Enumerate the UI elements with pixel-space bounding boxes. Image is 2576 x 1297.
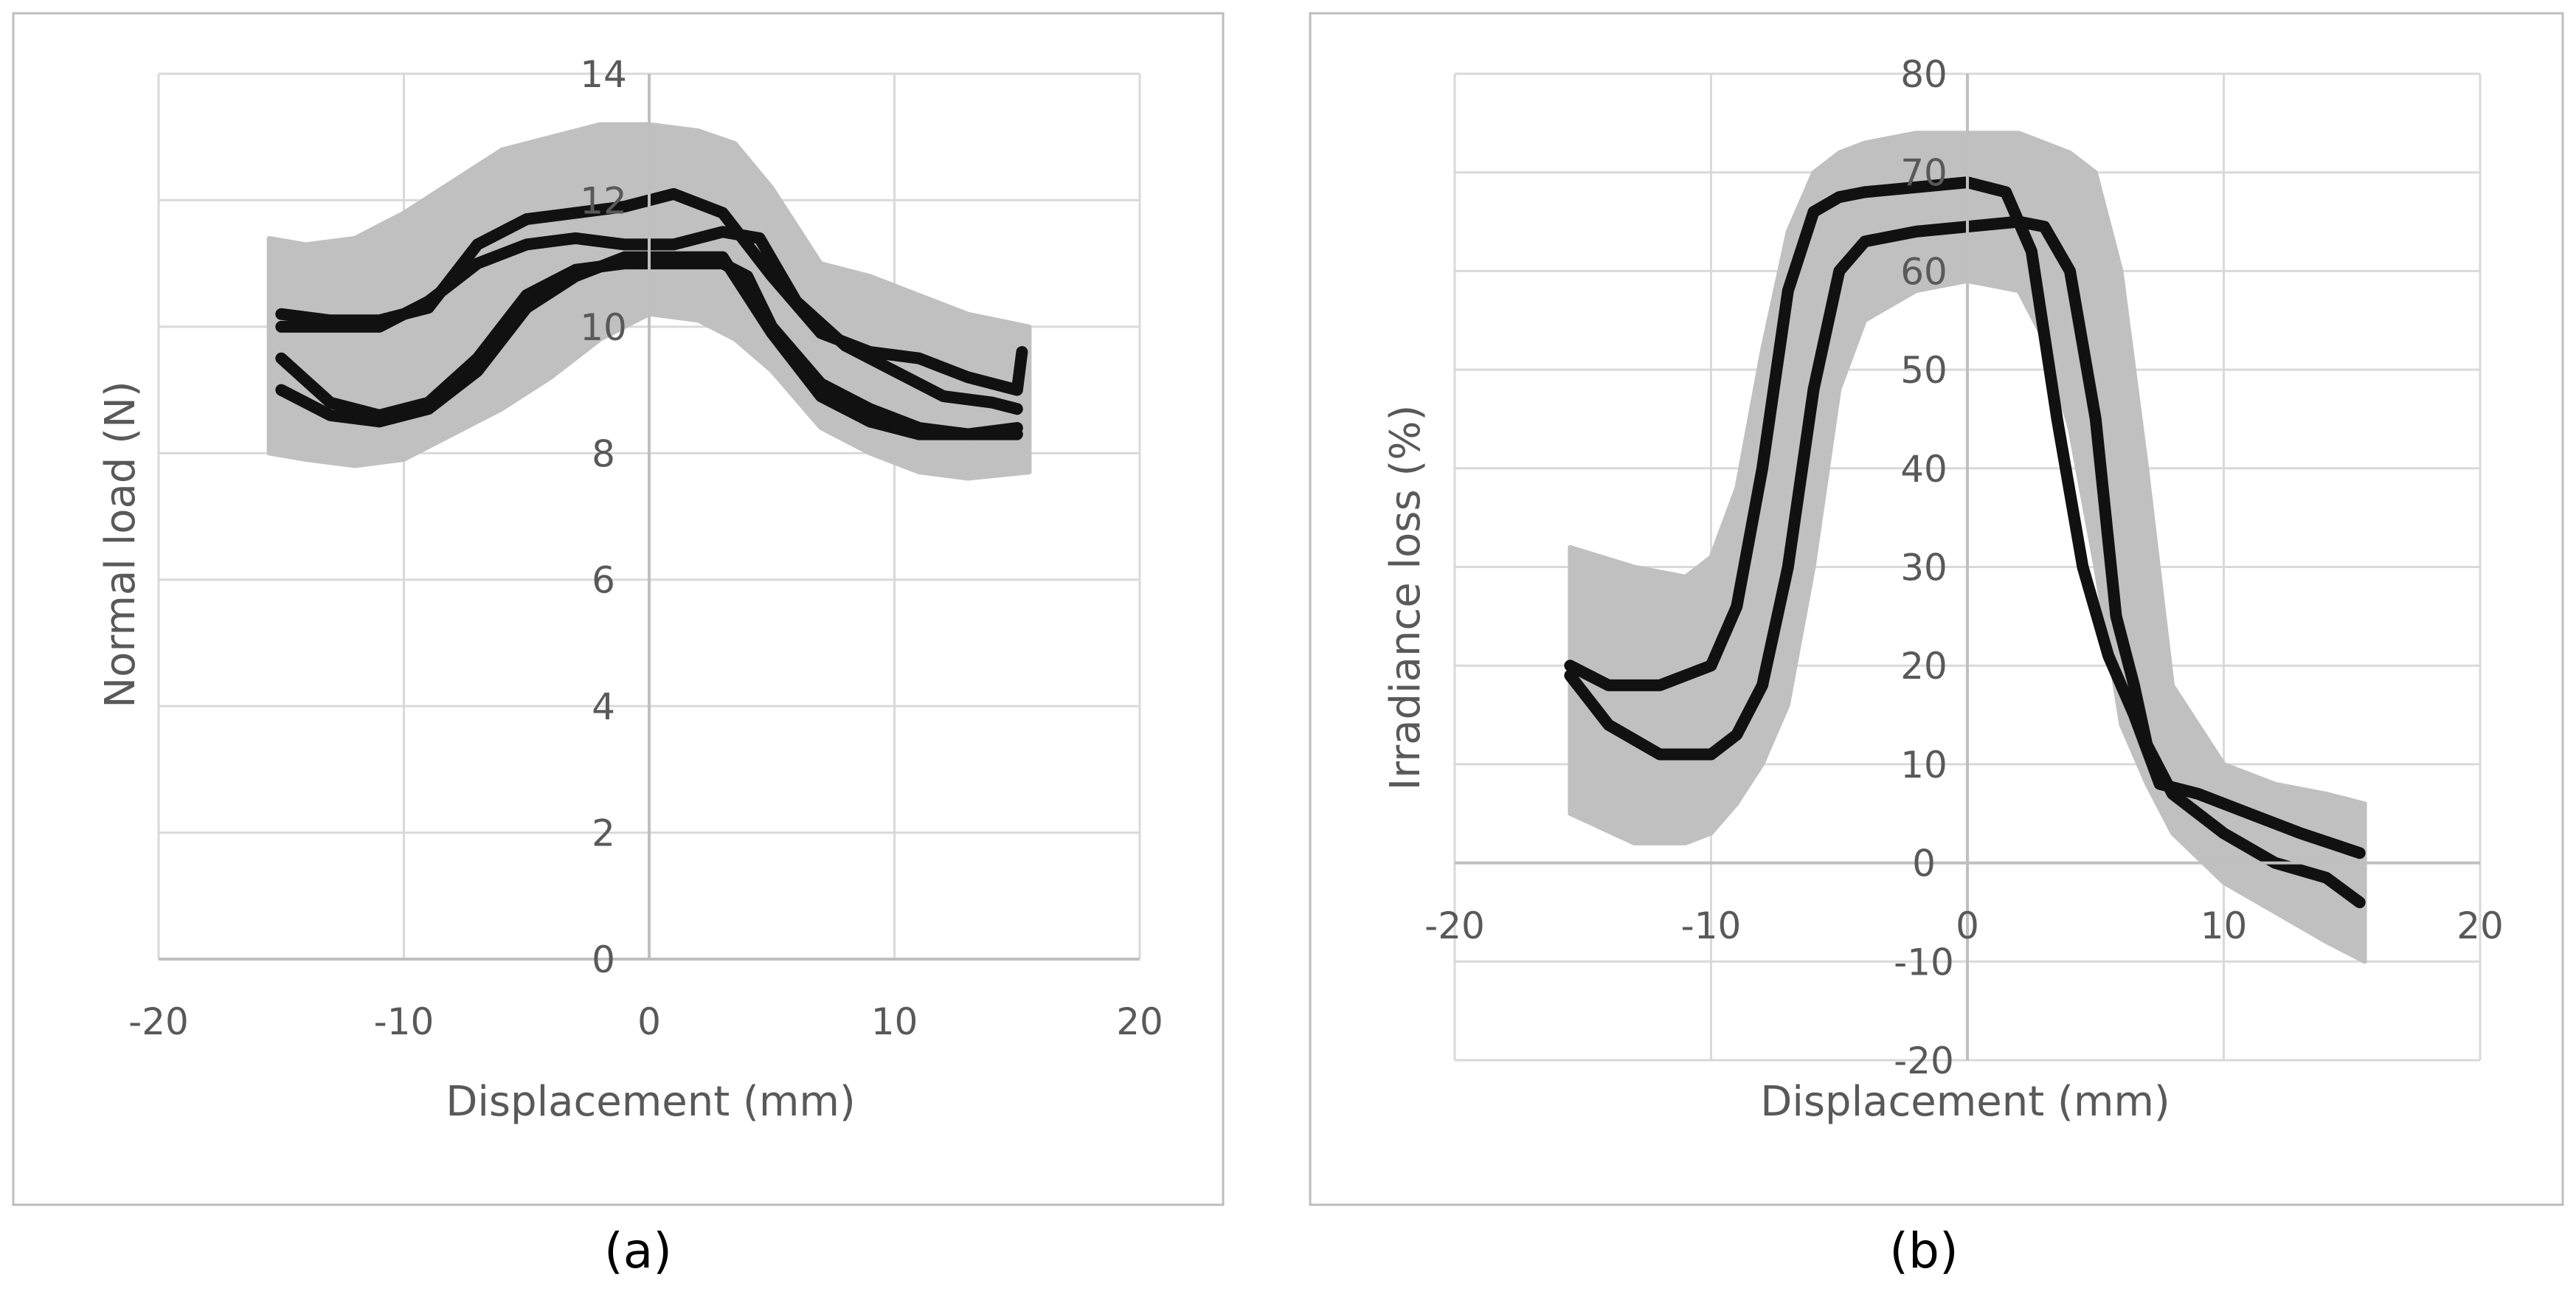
y-tick-label: 60 [1900, 250, 1947, 293]
y-axis-label-a: Normal load (N) [97, 381, 145, 708]
y-tick-label: 30 [1900, 547, 1947, 589]
y-tick-label: 6 [592, 559, 615, 602]
band-b [1568, 131, 2367, 964]
y-tick-label: -20 [1894, 1040, 1954, 1082]
x-tick-labels-b: -20 -10 0 10 20 [1424, 905, 2504, 947]
x-tick-label: -10 [374, 1000, 434, 1043]
x-tick-label: 20 [1116, 1000, 1163, 1043]
y-tick-label: 0 [1912, 843, 1936, 885]
y-tick-label: 14 [580, 53, 627, 96]
y-tick-label: 40 [1900, 448, 1947, 491]
y-axis-label-b: Irradiance loss (%) [1382, 405, 1430, 791]
y-tick-labels-b: -20 -10 0 10 20 30 40 50 60 70 80 [1894, 53, 1954, 1082]
y-tick-label: 2 [592, 812, 615, 855]
panel-label-b: (b) [1889, 1222, 1958, 1279]
x-axis-label-b: Displacement (mm) [1760, 1078, 2170, 1126]
y-tick-label: 10 [1900, 744, 1947, 786]
x-tick-labels-a: -20 -10 0 10 20 [128, 1000, 1163, 1043]
band-area [1568, 131, 2367, 964]
y-tick-label: 8 [592, 432, 615, 475]
x-tick-label: 20 [2456, 905, 2504, 947]
x-tick-label: -10 [1681, 905, 1742, 947]
y-tick-label: 12 [580, 179, 627, 222]
y-tick-label: 0 [592, 938, 615, 981]
x-tick-label: -20 [1424, 905, 1485, 947]
panel-label-a: (a) [604, 1222, 672, 1279]
x-tick-label: -20 [128, 1000, 189, 1043]
y-tick-labels-a: 0 2 4 6 8 10 12 14 [580, 53, 627, 981]
x-tick-label: 0 [637, 1000, 661, 1043]
x-tick-label: 0 [1956, 905, 1979, 947]
x-axis-label-a: Displacement (mm) [446, 1078, 856, 1126]
axes-a [159, 74, 1140, 961]
y-tick-label: 50 [1900, 349, 1947, 392]
x-tick-label: 10 [2201, 905, 2248, 947]
series-line-return [1564, 215, 2366, 909]
series-line-cycle-upper [275, 226, 1023, 415]
y-tick-label: 4 [592, 685, 615, 728]
y-tick-label: 80 [1900, 53, 1947, 96]
y-tick-label: 20 [1900, 645, 1947, 688]
x-tick-label: 10 [871, 1000, 918, 1043]
series-line-cycle-lower-1 [275, 257, 1023, 440]
y-tick-label: -10 [1894, 941, 1954, 983]
y-tick-label: 10 [580, 306, 627, 349]
chart-panel-a: 0 2 4 6 8 10 12 14 -20 -10 0 10 20 Displacement (mm… [12, 12, 1225, 1206]
y-tick-label: 70 [1900, 152, 1947, 195]
axes-b [1455, 74, 2480, 1060]
